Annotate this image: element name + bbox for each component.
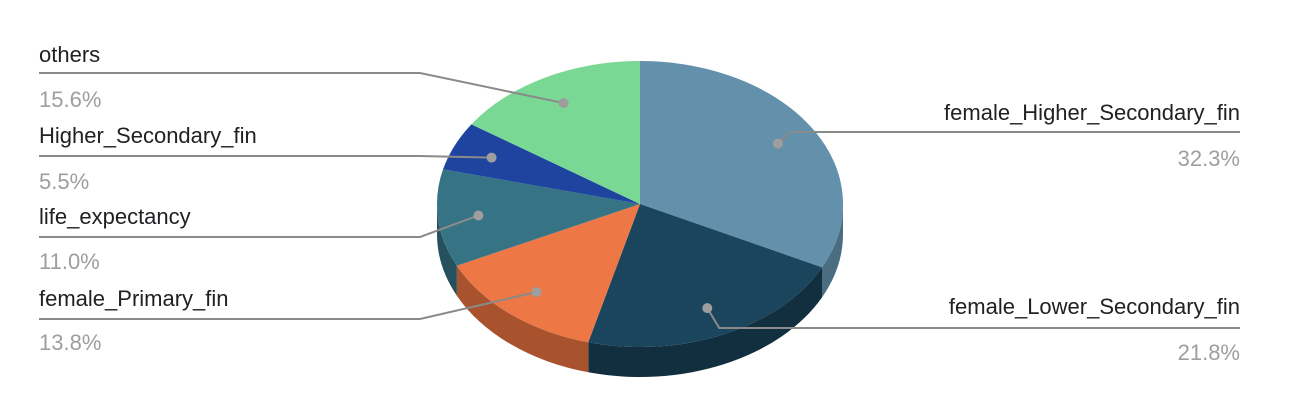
leader-line-female-primary-fin [39, 291, 537, 320]
slice-pct-female-higher-secondary-fin: 32.3% [1178, 146, 1240, 171]
pie-slice-higher-secondary-fin [443, 124, 640, 204]
leader-dot-female-lower-secondary-fin [702, 303, 713, 314]
slice-label-others: others [39, 42, 100, 67]
leader-dot-life-expectancy [473, 210, 484, 221]
slice-pct-life-expectancy: 11.0% [39, 249, 100, 274]
pie-slice-female-higher-secondary-fin [640, 61, 843, 268]
leader-line-others [39, 72, 564, 105]
pie-slices [436, 61, 843, 347]
pie-side-female-lower-secondary-fin [588, 267, 823, 377]
slice-pct-others: 15.6% [39, 87, 101, 112]
slice-label-female-higher-secondary-fin: female_Higher_Secondary_fin [944, 100, 1240, 125]
slice-pct-female-lower-secondary-fin: 21.8% [1178, 340, 1240, 365]
leader-dot-others [558, 98, 569, 109]
slice-pct-female-primary-fin: 13.8% [39, 330, 101, 355]
slice-labels: female_Higher_Secondary_fin 32.3% female… [39, 42, 1240, 365]
leader-line-female-higher-secondary-fin [777, 131, 1240, 145]
pie-3d-sides [437, 204, 843, 377]
slice-label-life-expectancy: life_expectancy [39, 204, 191, 229]
slice-label-female-primary-fin: female_Primary_fin [39, 286, 229, 311]
pie-slice-others [471, 61, 640, 204]
pie-side-life-expectancy [437, 204, 457, 296]
slice-label-female-lower-secondary-fin: female_Lower_Secondary_fin [949, 294, 1240, 319]
pie-side-female-higher-secondary-fin [822, 204, 843, 298]
slice-pct-higher-secondary-fin: 5.5% [39, 169, 89, 194]
leader-dot-female-primary-fin [531, 287, 542, 298]
leader-line-female-lower-secondary-fin [706, 307, 1240, 329]
pie-side-female-primary-fin [456, 265, 589, 373]
leader-dot-higher-secondary-fin [486, 152, 497, 163]
leader-dot-female-higher-secondary-fin [772, 138, 783, 149]
pie-slice-female-primary-fin [456, 204, 640, 343]
slice-label-higher-secondary-fin: Higher_Secondary_fin [39, 123, 257, 148]
pie-slice-life-expectancy [436, 169, 640, 266]
pie-slice-female-lower-secondary-fin [588, 204, 823, 347]
leader-lines [39, 72, 1240, 329]
leader-line-higher-secondary-fin [39, 155, 492, 159]
leader-line-life-expectancy [39, 214, 479, 238]
